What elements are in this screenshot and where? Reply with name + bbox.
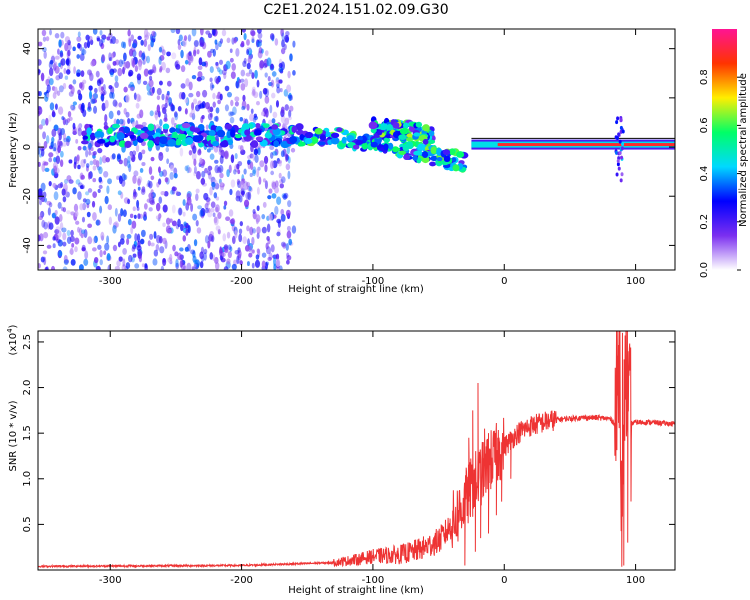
spectrogram-panel: -300 -200 -100 0 100 40 20 0 -20 -40 Height of s… <box>8 28 676 295</box>
colorbar-tick-label: 0.4 <box>699 166 710 182</box>
y-tick-label: 40 <box>22 42 33 55</box>
spectrogram-y-axis-label: Frequency (Hz) <box>8 112 19 188</box>
y-tick-label: -20 <box>22 188 33 204</box>
spectrogram-frame <box>37 28 676 271</box>
snr-panel: -300 -200 -100 0 100 0.5 1.0 1.5 2.0 2.5 Height … <box>6 324 676 596</box>
colorbar-tick-label: 0.6 <box>699 117 710 133</box>
x-tick-label: 0 <box>501 276 507 287</box>
spectrogram-y-ticks: 40 20 0 -20 -40 <box>22 42 675 254</box>
x-tick-label: -100 <box>362 575 385 586</box>
y-tick-label: -40 <box>22 237 33 253</box>
spectrogram-x-ticks: -300 -200 -100 0 100 <box>99 29 645 287</box>
colorbar-tick-label: 0.0 <box>699 262 710 278</box>
x-tick-label: 0 <box>501 575 507 586</box>
spectrogram-feature-upper-feature <box>368 116 436 147</box>
spectrogram-feature-descending-band <box>286 123 469 173</box>
colorbar-ticks: 0.0 0.2 0.4 0.6 0.8 <box>699 69 741 278</box>
colorbar-gradient <box>712 29 737 270</box>
x-tick-label: -200 <box>230 575 253 586</box>
snr-y-multiplier: (x104) <box>6 324 19 355</box>
y-tick-label: 2.0 <box>22 380 33 396</box>
spectrogram-feature-stable-tone <box>471 137 675 150</box>
snr-x-axis-label: Height of straight line (km) <box>288 585 424 596</box>
spectrogram-x-axis-label: Height of straight line (km) <box>288 284 424 295</box>
colorbar-tick-label: 0.8 <box>699 69 710 85</box>
colorbar-label: Normalized spectral amplitude <box>738 73 749 227</box>
x-tick-label: -200 <box>230 276 253 287</box>
snr-x-ticks: -300 -200 -100 0 100 <box>99 331 645 586</box>
y-tick-label: 20 <box>22 91 33 104</box>
x-tick-label: 100 <box>626 575 645 586</box>
y-tick-label: 0.5 <box>22 516 33 532</box>
x-tick-label: 100 <box>626 276 645 287</box>
spectrogram-feature-spike <box>614 116 625 183</box>
x-tick-label: -300 <box>99 276 122 287</box>
y-tick-label: 0 <box>22 144 33 150</box>
colorbar-tick-label: 0.2 <box>699 214 710 230</box>
spectrogram-feature-tone-band <box>81 121 299 149</box>
figure-title: C2E1.2024.151.02.09.G30 <box>263 2 448 18</box>
x-tick-label: -100 <box>362 276 385 287</box>
snr-series-line <box>38 331 675 569</box>
y-tick-label: 1.5 <box>22 425 33 441</box>
colorbar: 0.0 0.2 0.4 0.6 0.8 Normalized spectral ampl… <box>699 29 749 278</box>
spectrogram-feature-broadband-noise <box>38 29 297 270</box>
y-tick-label: 1.0 <box>22 471 33 487</box>
snr-frame <box>37 330 676 571</box>
y-tick-label: 2.5 <box>22 334 33 350</box>
x-tick-label: -300 <box>99 575 122 586</box>
snr-y-axis-label: SNR (10 * v/v) <box>8 400 19 471</box>
snr-line-marks <box>38 331 675 569</box>
spectrogram-marks <box>38 29 675 270</box>
snr-y-ticks: 0.5 1.0 1.5 2.0 2.5 <box>22 334 675 532</box>
